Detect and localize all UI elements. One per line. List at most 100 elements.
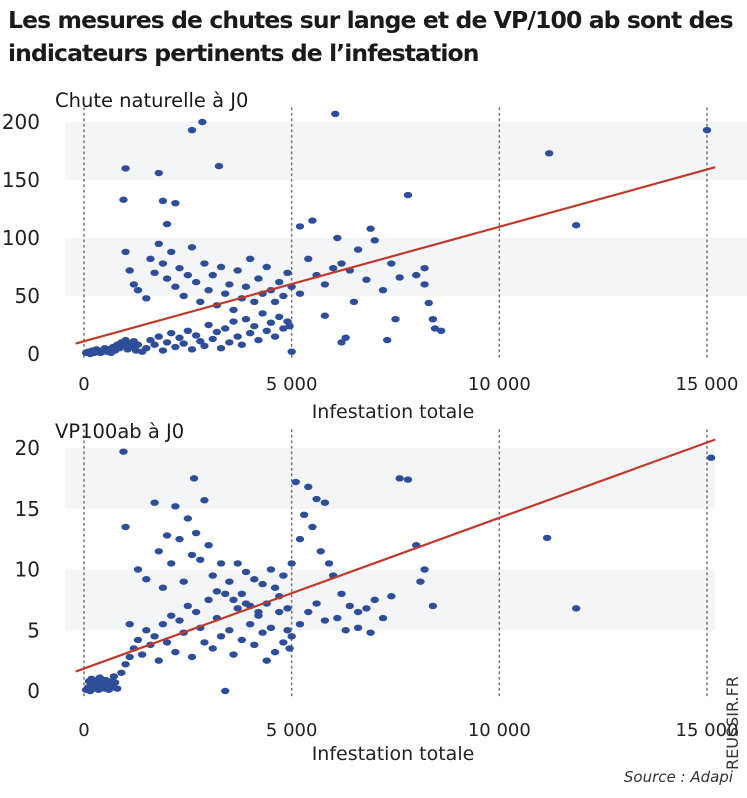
data-point xyxy=(167,612,176,619)
data-point xyxy=(424,299,433,307)
data-point xyxy=(245,620,255,628)
data-point xyxy=(341,334,350,341)
data-point xyxy=(175,535,184,543)
data-point xyxy=(324,560,334,567)
x-axis-label: Infestation totale xyxy=(312,743,475,763)
x-tick-label: 15 000 xyxy=(676,720,739,741)
data-point xyxy=(198,118,207,126)
data-point xyxy=(270,333,280,340)
data-point xyxy=(295,620,305,628)
data-point xyxy=(142,627,151,634)
data-point xyxy=(179,578,188,585)
trend-line xyxy=(75,438,716,673)
data-point xyxy=(137,651,147,658)
data-point xyxy=(167,329,176,337)
data-point xyxy=(320,617,330,624)
data-point xyxy=(167,560,176,567)
data-point xyxy=(125,620,134,628)
data-point xyxy=(216,263,226,271)
data-point xyxy=(241,316,251,323)
data-point xyxy=(245,255,255,263)
chart-vp100ab: 0 5 10 15 20 0 5 000 10 000 15 000 Infestation to… xyxy=(15,420,739,763)
data-point xyxy=(295,223,305,230)
data-point xyxy=(420,281,429,288)
data-point xyxy=(221,325,230,332)
data-point xyxy=(229,651,238,658)
data-point xyxy=(250,322,259,330)
data-point xyxy=(237,590,247,597)
data-point xyxy=(204,321,213,329)
data-point xyxy=(237,341,247,348)
page-title: Les mesures de chutes sur lange et de VP… xyxy=(8,6,734,67)
chart-title: Chute naturelle à J0 xyxy=(55,89,248,112)
data-point xyxy=(208,271,217,279)
data-point xyxy=(171,200,180,207)
data-point xyxy=(146,336,155,344)
data-point xyxy=(229,318,238,325)
data-point xyxy=(191,332,201,339)
data-point xyxy=(133,636,143,644)
y-tick-label: 20 xyxy=(15,436,40,460)
x-tick-label: 5 000 xyxy=(266,374,318,395)
data-point xyxy=(216,560,226,567)
data-point xyxy=(233,605,242,612)
data-point xyxy=(107,678,116,685)
data-point xyxy=(279,292,288,300)
data-point xyxy=(266,566,276,573)
data-point xyxy=(331,110,340,118)
data-point xyxy=(162,220,172,228)
data-point xyxy=(200,639,209,646)
data-point xyxy=(258,580,267,588)
y-tick-label: 200 xyxy=(2,110,40,134)
data-point xyxy=(221,687,230,695)
data-point xyxy=(254,336,263,344)
data-point xyxy=(382,336,392,344)
data-point xyxy=(142,295,151,302)
data-point xyxy=(258,310,267,317)
data-point xyxy=(233,333,242,340)
y-tick-label: 5 xyxy=(27,618,40,642)
data-point xyxy=(706,454,716,461)
watermark-text: REUSSIR.FR xyxy=(723,676,742,770)
y-tick-label: 0 xyxy=(27,342,40,366)
data-point xyxy=(121,661,130,668)
y-tick-label: 100 xyxy=(2,226,40,250)
data-point xyxy=(179,340,188,347)
data-point xyxy=(304,255,313,263)
data-point xyxy=(262,657,271,664)
chart-chute-naturelle: 0 50 100 150 200 0 5 000 10 000 15 000 Infestatio… xyxy=(2,89,747,420)
data-point xyxy=(370,237,379,244)
data-point xyxy=(187,653,197,661)
data-point xyxy=(225,578,234,585)
data-point xyxy=(370,596,379,604)
data-point xyxy=(542,534,552,542)
data-point xyxy=(250,641,259,649)
data-point xyxy=(171,343,180,351)
data-point xyxy=(287,633,296,640)
data-point xyxy=(191,529,201,537)
data-point xyxy=(208,645,217,652)
data-point xyxy=(250,576,259,583)
data-point xyxy=(204,542,213,549)
data-point xyxy=(299,511,309,519)
data-point xyxy=(345,602,355,610)
data-point xyxy=(154,657,163,664)
data-point xyxy=(395,274,404,281)
data-point xyxy=(204,596,213,604)
data-point xyxy=(571,222,581,229)
data-point xyxy=(154,548,163,555)
data-point xyxy=(285,645,294,652)
data-point xyxy=(333,234,342,242)
data-point xyxy=(275,278,284,286)
data-point xyxy=(403,476,413,483)
data-point xyxy=(237,636,247,644)
data-point xyxy=(158,260,168,267)
data-point xyxy=(412,271,421,279)
data-point xyxy=(245,329,255,337)
y-tick-label: 150 xyxy=(2,168,40,192)
data-point xyxy=(395,475,404,482)
data-point xyxy=(225,627,234,634)
data-point xyxy=(353,624,363,632)
data-point xyxy=(270,584,280,591)
data-point xyxy=(179,292,188,300)
